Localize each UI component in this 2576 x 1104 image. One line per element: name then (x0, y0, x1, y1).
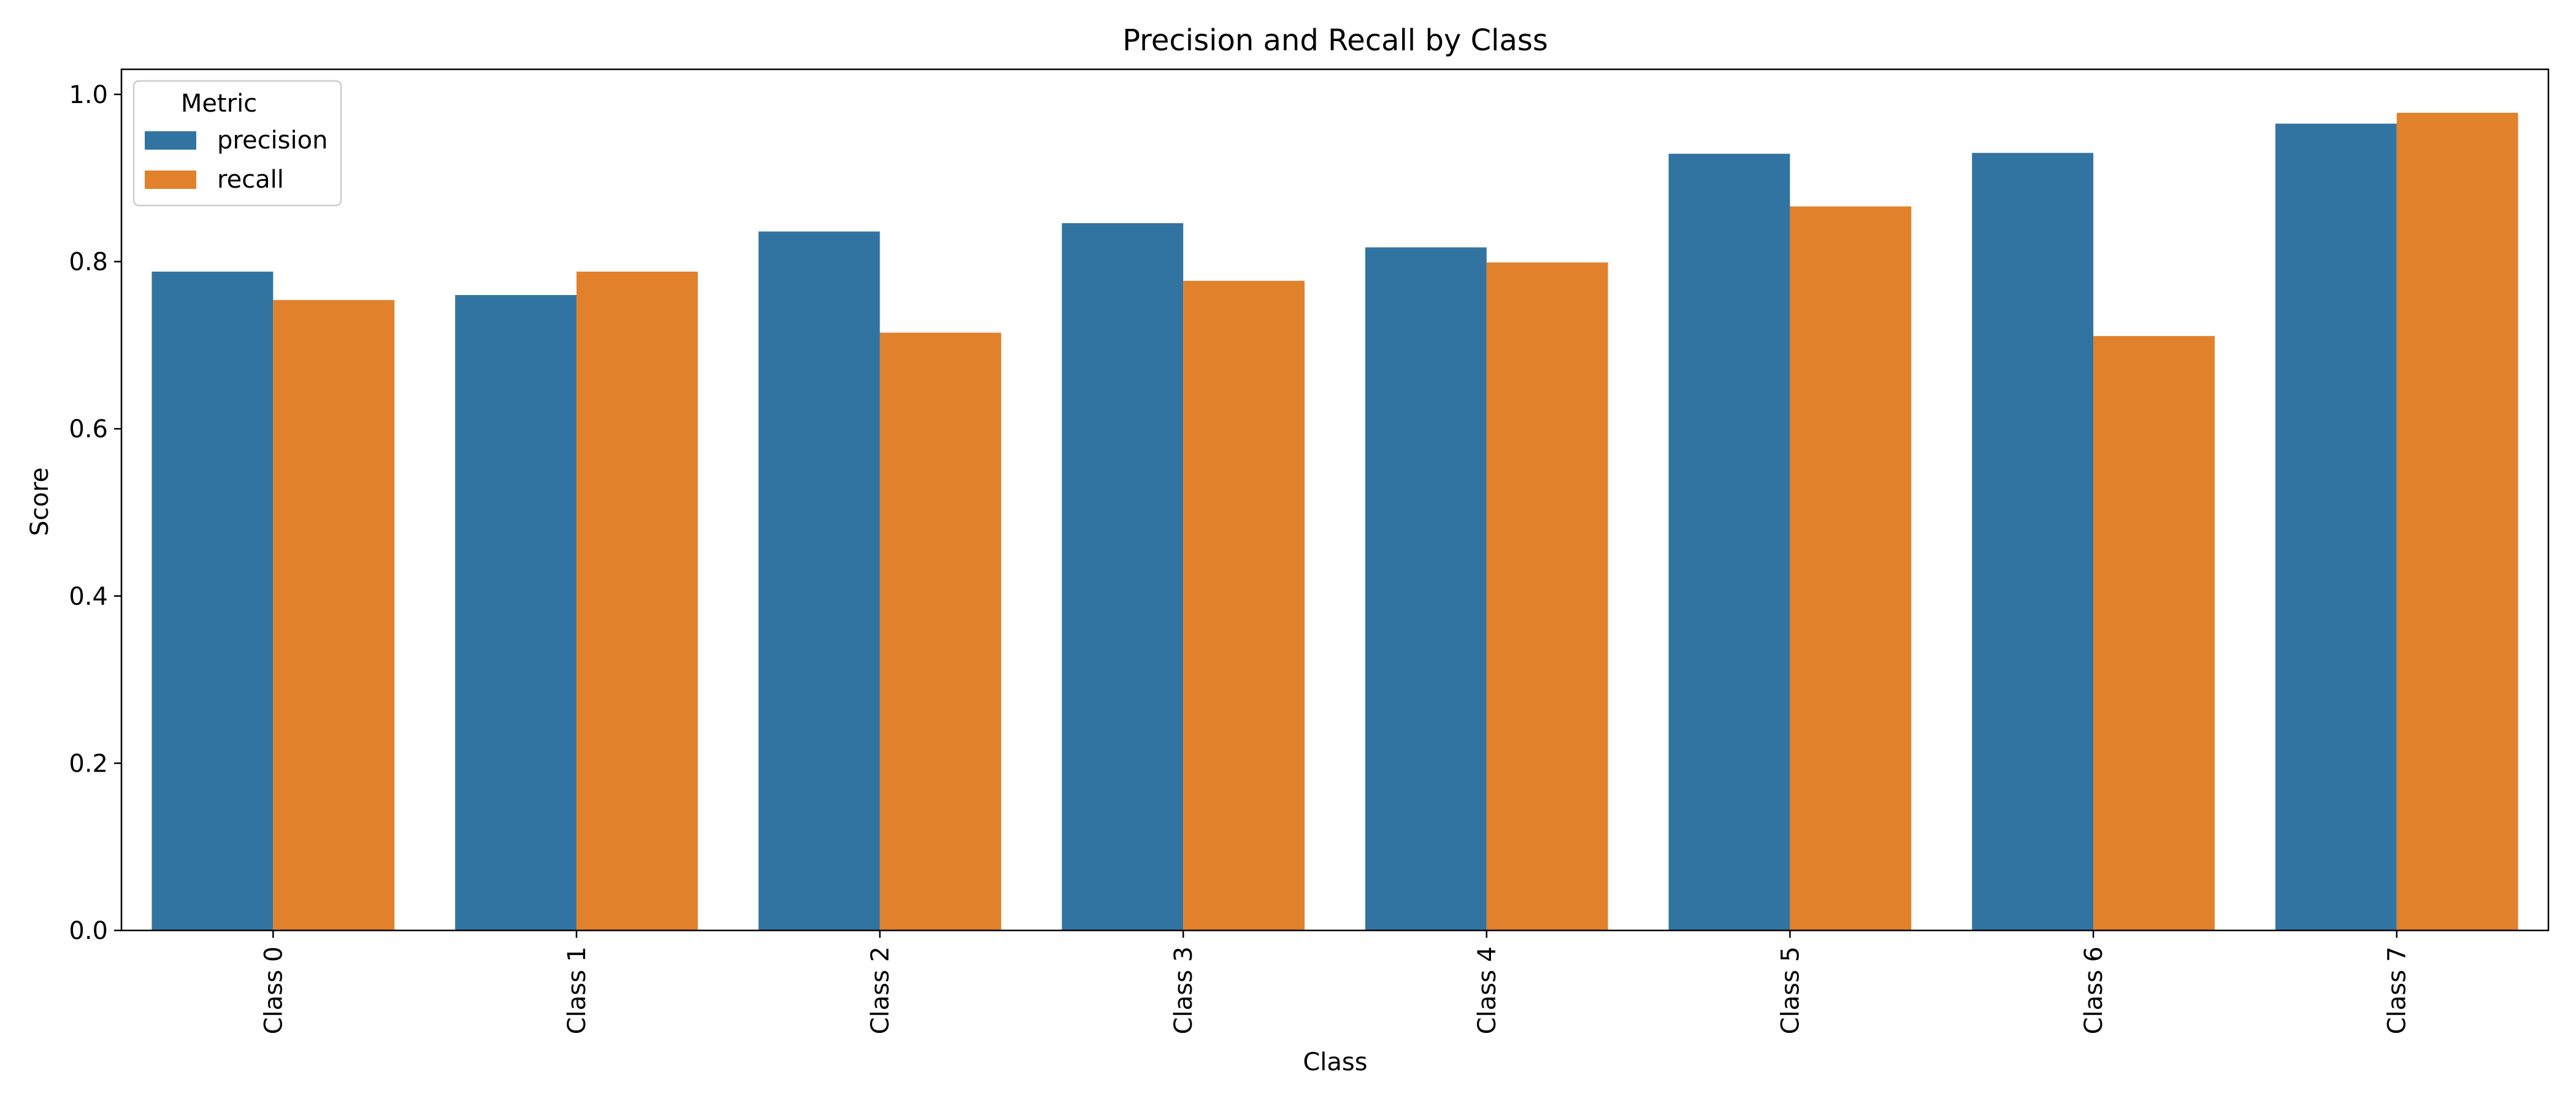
legend-swatch-recall (145, 171, 196, 189)
x-tick-label: Class 6 (2080, 946, 2108, 1034)
legend: Metric precision recall (132, 80, 342, 207)
y-axis-label: Score (26, 467, 54, 536)
bar-recall-2 (880, 332, 1002, 930)
legend-swatch-precision (145, 131, 196, 150)
bars-layer (151, 112, 2518, 931)
bar-precision-3 (1062, 223, 1184, 930)
bar-recall-0 (273, 300, 395, 930)
y-tick-label: 0.2 (69, 749, 108, 778)
bar-precision-0 (151, 271, 274, 931)
bar-precision-5 (1668, 153, 1790, 930)
x-axis-label: Class (1303, 1048, 1367, 1076)
y-tick-label: 0.6 (69, 415, 108, 443)
axes-layer: 0.0 0.2 0.4 0.6 0.8 1.0 Class 0 Class 1 Class 2 C… (69, 68, 2550, 1034)
y-tick-label: 0.4 (69, 583, 108, 611)
bar-recall-4 (1486, 262, 1608, 930)
legend-label-recall: recall (217, 166, 284, 194)
bar-recall-3 (1183, 280, 1305, 931)
y-tick-label: 0.0 (69, 917, 108, 945)
bar-precision-1 (455, 295, 577, 931)
x-tick-label: Class 2 (867, 946, 895, 1034)
bar-recall-5 (1790, 206, 1912, 930)
x-tick-label: Class 7 (2383, 946, 2412, 1034)
x-tick-label: Class 5 (1776, 946, 1804, 1034)
chart-title: Precision and Recall by Class (1122, 23, 1548, 58)
bar-recall-7 (2396, 112, 2518, 930)
bar-precision-7 (2275, 123, 2397, 931)
y-tick-label: 1.0 (69, 81, 108, 109)
y-tick-label: 0.8 (69, 248, 108, 277)
plot-frame (120, 68, 2550, 932)
x-tick-label: Class 0 (259, 946, 288, 1034)
bar-recall-1 (576, 271, 698, 931)
bar-precision-6 (1972, 153, 2094, 931)
legend-label-precision: precision (217, 126, 328, 155)
x-tick-label: Class 1 (563, 946, 591, 1034)
bar-recall-6 (2093, 335, 2215, 930)
x-tick-label: Class 3 (1170, 946, 1198, 1034)
bar-precision-4 (1365, 247, 1487, 930)
bar-precision-2 (758, 231, 880, 930)
x-tick-label: Class 4 (1473, 946, 1501, 1034)
legend-title: Metric (181, 90, 257, 118)
